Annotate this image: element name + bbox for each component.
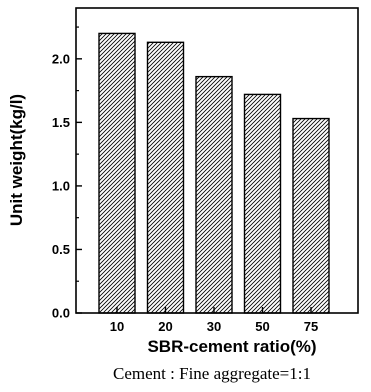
y-tick-label: 2.0 (52, 51, 70, 66)
bar-30 (195, 75, 233, 314)
bar-75 (292, 117, 330, 314)
bars-group (98, 32, 330, 314)
x-axis-title: SBR-cement ratio(%) (147, 337, 316, 356)
x-tick-label: 10 (110, 319, 124, 334)
x-tick-label: 20 (158, 319, 172, 334)
x-tick-label: 75 (304, 319, 318, 334)
plot-frame (75, 7, 359, 314)
bar-50 (243, 93, 282, 314)
y-tick-label: 1.5 (52, 115, 70, 130)
x-tick-label: 50 (255, 319, 269, 334)
bar-10 (98, 32, 136, 314)
x-axis-ticks: 10 20 30 50 75 (110, 307, 318, 334)
y-tick-label: 0.0 (52, 306, 70, 321)
x-tick-label: 30 (207, 319, 221, 334)
y-tick-label: 1.0 (52, 178, 70, 193)
y-tick-label: 0.5 (52, 242, 70, 257)
y-axis-ticks: 0.0 0.5 1.0 1.5 2.0 (52, 26, 82, 321)
chart-caption: Cement : Fine aggregate=1:1 (113, 364, 311, 383)
y-axis-title: Unit weight(kg/l) (7, 94, 26, 226)
bar-20 (146, 41, 185, 314)
